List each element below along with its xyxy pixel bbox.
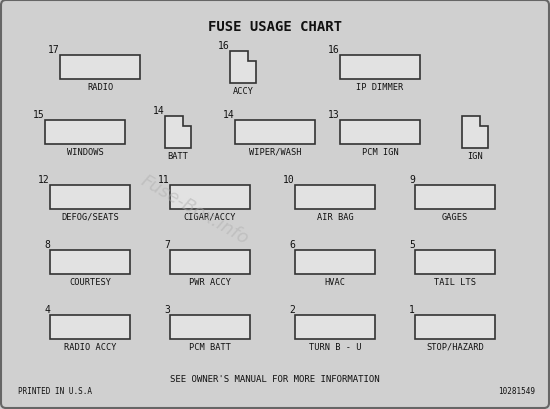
Text: IP DIMMER: IP DIMMER xyxy=(356,83,404,92)
Text: Fuse-Box.info: Fuse-Box.info xyxy=(138,171,252,247)
Bar xyxy=(340,121,420,145)
Text: HVAC: HVAC xyxy=(324,277,345,286)
Text: IGN: IGN xyxy=(467,152,483,161)
Text: 1: 1 xyxy=(409,304,415,314)
Text: 10281549: 10281549 xyxy=(498,386,535,395)
Bar xyxy=(235,121,315,145)
Bar xyxy=(45,121,125,145)
Bar xyxy=(50,250,130,274)
Bar xyxy=(60,56,140,80)
Bar xyxy=(50,315,130,339)
Text: TURN B - U: TURN B - U xyxy=(309,342,361,351)
Text: AIR BAG: AIR BAG xyxy=(317,213,353,221)
Text: STOP/HAZARD: STOP/HAZARD xyxy=(426,342,484,351)
Text: 14: 14 xyxy=(223,110,235,120)
Text: 15: 15 xyxy=(33,110,45,120)
Text: DEFOG/SEATS: DEFOG/SEATS xyxy=(61,213,119,221)
Text: 16: 16 xyxy=(328,45,340,55)
Text: 2: 2 xyxy=(289,304,295,314)
Text: 8: 8 xyxy=(44,239,50,249)
Polygon shape xyxy=(230,52,256,84)
Text: PCM IGN: PCM IGN xyxy=(362,148,398,157)
Text: RADIO: RADIO xyxy=(87,83,113,92)
Text: 16: 16 xyxy=(218,41,230,51)
Text: 14: 14 xyxy=(153,106,165,116)
Bar xyxy=(50,186,130,209)
Bar xyxy=(170,186,250,209)
Text: CIGAR/ACCY: CIGAR/ACCY xyxy=(184,213,236,221)
Polygon shape xyxy=(462,117,488,148)
Text: GAGES: GAGES xyxy=(442,213,468,221)
Text: 9: 9 xyxy=(409,175,415,184)
Text: 10: 10 xyxy=(283,175,295,184)
Text: 5: 5 xyxy=(409,239,415,249)
Polygon shape xyxy=(165,117,191,148)
Bar xyxy=(170,250,250,274)
Bar xyxy=(295,315,375,339)
Text: SEE OWNER'S MANUAL FOR MORE INFORMATION: SEE OWNER'S MANUAL FOR MORE INFORMATION xyxy=(170,374,380,383)
Text: 17: 17 xyxy=(48,45,60,55)
Text: COURTESY: COURTESY xyxy=(69,277,111,286)
Text: FUSE USAGE CHART: FUSE USAGE CHART xyxy=(208,20,342,34)
Text: 12: 12 xyxy=(39,175,50,184)
Bar xyxy=(340,56,420,80)
Text: BATT: BATT xyxy=(168,152,189,161)
Text: ACCY: ACCY xyxy=(233,87,254,96)
Text: 13: 13 xyxy=(328,110,340,120)
Bar xyxy=(415,315,495,339)
Bar xyxy=(415,186,495,209)
Bar xyxy=(295,250,375,274)
Bar xyxy=(295,186,375,209)
Text: WINDOWS: WINDOWS xyxy=(67,148,103,157)
Text: 3: 3 xyxy=(164,304,170,314)
Text: 6: 6 xyxy=(289,239,295,249)
Bar xyxy=(415,250,495,274)
Bar xyxy=(170,315,250,339)
Text: WIPER/WASH: WIPER/WASH xyxy=(249,148,301,157)
Text: TAIL LTS: TAIL LTS xyxy=(434,277,476,286)
Text: 4: 4 xyxy=(44,304,50,314)
Text: PCM BATT: PCM BATT xyxy=(189,342,231,351)
Text: 11: 11 xyxy=(158,175,170,184)
Text: 7: 7 xyxy=(164,239,170,249)
Text: PRINTED IN U.S.A: PRINTED IN U.S.A xyxy=(18,386,92,395)
Text: RADIO ACCY: RADIO ACCY xyxy=(64,342,116,351)
Text: PWR ACCY: PWR ACCY xyxy=(189,277,231,286)
